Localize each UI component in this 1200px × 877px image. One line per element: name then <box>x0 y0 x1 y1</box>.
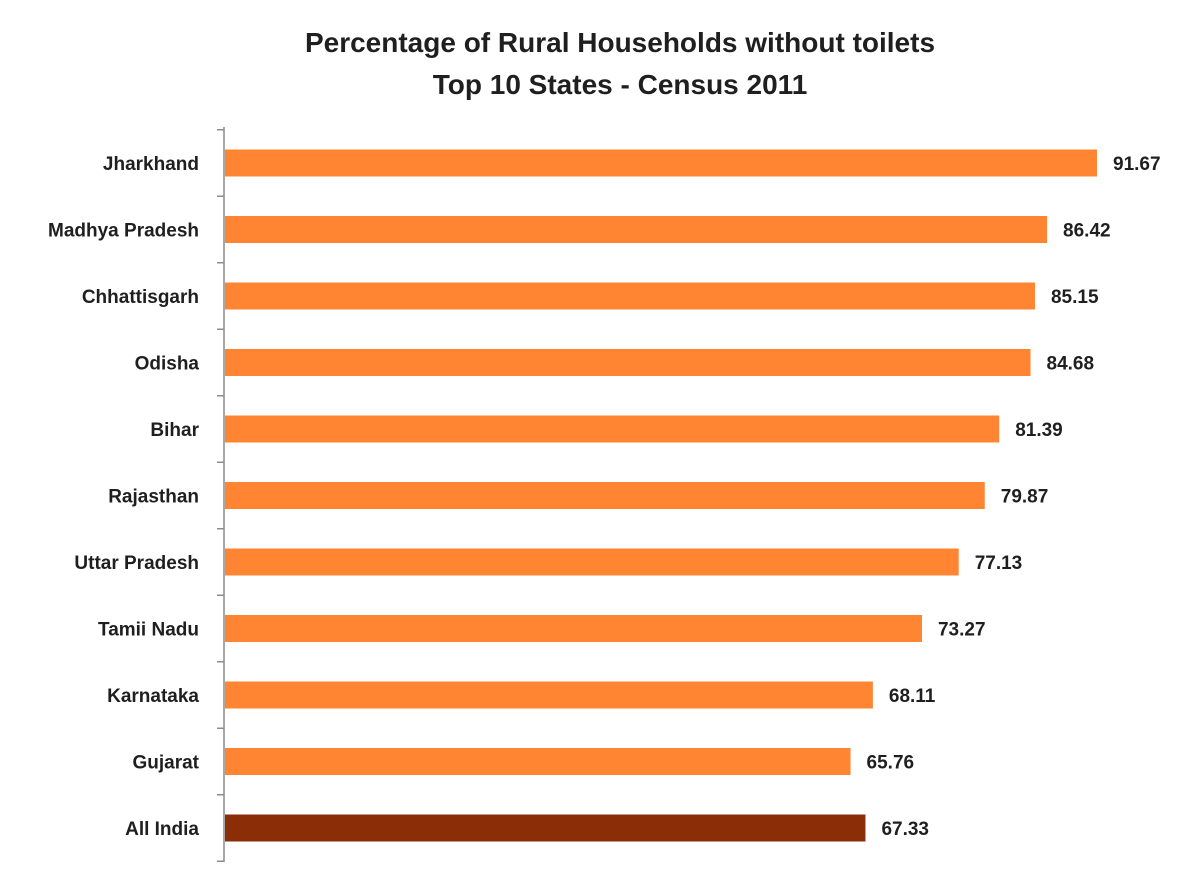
chart-title-block: Percentage of Rural Households without t… <box>0 22 1200 106</box>
bar <box>225 748 851 775</box>
data-label: 85.15 <box>1051 287 1099 308</box>
data-label: 84.68 <box>1047 354 1095 375</box>
bar <box>225 216 1048 243</box>
category-label: Madhya Pradesh <box>48 221 199 242</box>
category-label: Jharkhand <box>103 154 199 175</box>
bar <box>225 349 1031 376</box>
data-label: 77.13 <box>975 553 1023 574</box>
bar <box>225 548 959 576</box>
chart-subtitle: Top 10 States - Census 2011 <box>432 69 808 100</box>
category-label: Tamii Nadu <box>98 620 199 641</box>
category-label: Chhattisgarh <box>82 287 199 308</box>
category-label: Gujarat <box>132 753 199 774</box>
data-label: 81.39 <box>1015 420 1063 441</box>
data-label: 67.33 <box>881 819 929 840</box>
bar <box>225 482 985 509</box>
data-label: 65.76 <box>867 753 915 774</box>
category-label: Rajasthan <box>108 487 199 508</box>
data-label: 79.87 <box>1001 487 1049 508</box>
data-label: 68.11 <box>889 686 936 707</box>
bar <box>225 282 1035 310</box>
category-label: Uttar Pradesh <box>74 553 199 574</box>
bar <box>225 415 1000 443</box>
data-label: 86.42 <box>1063 221 1111 242</box>
category-label: Bihar <box>150 420 199 441</box>
chart-title: Percentage of Rural Households without t… <box>304 27 936 58</box>
bar <box>225 149 1097 177</box>
category-label: Odisha <box>135 354 200 375</box>
data-label: 91.67 <box>1113 154 1161 175</box>
bar <box>225 681 873 709</box>
data-label: 73.27 <box>938 620 986 641</box>
category-label: Karnataka <box>107 686 199 707</box>
bar <box>225 814 866 842</box>
category-label: All India <box>125 819 199 840</box>
bar <box>225 615 922 642</box>
